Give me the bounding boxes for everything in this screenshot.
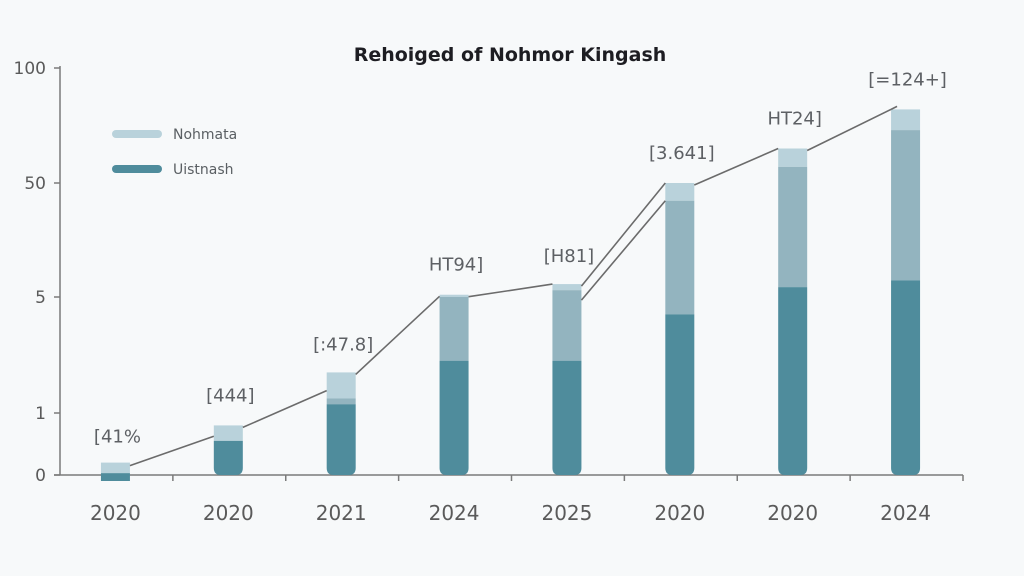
- data-label: [41%: [94, 427, 141, 448]
- bar-segment-uistnash: [439, 360, 469, 475]
- trend-line-segment: [129, 435, 215, 467]
- y-tick-label: 50: [24, 174, 46, 194]
- legend-label-nohmata: Nohmata: [173, 127, 237, 143]
- y-tick-label: 100: [14, 59, 46, 79]
- bar-segment-uistnash: [665, 314, 695, 475]
- bar-group: [213, 425, 243, 475]
- bar-segment-uistnash: [100, 473, 130, 481]
- data-label: HT94]: [429, 255, 483, 276]
- legend-swatch-uistnash: [112, 165, 162, 173]
- chart-title: Rehoiged of Nohmor Kingash: [354, 44, 667, 66]
- bar-segment-nohmata: [552, 284, 582, 291]
- bar-segment-mid: [665, 200, 695, 315]
- bar-group: [326, 372, 356, 475]
- bar-segment-nohmata: [326, 372, 356, 399]
- data-label: [:47.8]: [313, 334, 373, 355]
- y-tick-label: 1: [35, 404, 46, 424]
- bar-segment-nohmata: [100, 462, 130, 474]
- x-tick-label: 2020: [654, 501, 705, 525]
- bar-segment-uistnash: [213, 440, 243, 475]
- bar-segment-uistnash: [891, 280, 921, 475]
- x-tick-labels: 2020 2020 2021 2024 2025 2020 2020 2024: [90, 501, 931, 525]
- bar-group: [439, 294, 469, 475]
- bar-segment-mid: [439, 297, 469, 361]
- trend-lines: [129, 105, 898, 467]
- bar-segment-mid: [778, 166, 808, 288]
- bar-segment-mid: [891, 130, 921, 281]
- bar-segment-nohmata: [665, 183, 695, 201]
- x-tick-label: 2020: [767, 501, 818, 525]
- bar-segment-uistnash: [778, 287, 808, 475]
- data-label: [=124+]: [868, 69, 947, 90]
- bars: [100, 109, 921, 481]
- data-label: [3.641]: [649, 143, 715, 164]
- trend-line-segment: [890, 105, 898, 111]
- data-label: [H81]: [544, 246, 594, 267]
- trend-line-segment: [806, 108, 892, 152]
- data-label: HT24]: [767, 109, 821, 130]
- data-label: [444]: [206, 385, 254, 406]
- bar-segment-nohmata: [439, 294, 469, 297]
- x-tick-label: 2024: [429, 501, 480, 525]
- bar-segment-mid: [552, 290, 582, 361]
- bar-group: [665, 183, 695, 475]
- bar-group: [552, 284, 582, 475]
- trend-line-segment: [693, 147, 779, 186]
- x-tick-label: 2024: [880, 501, 931, 525]
- trend-line-segment: [468, 283, 553, 298]
- bar-segment-nohmata: [778, 148, 808, 167]
- x-tick-label: 2025: [541, 501, 592, 525]
- bar-segment-mid: [326, 398, 356, 405]
- x-tick-label: 2021: [316, 501, 367, 525]
- x-tick-label: 2020: [203, 501, 254, 525]
- bar-segment-uistnash: [552, 360, 582, 475]
- bar-segment-uistnash: [326, 404, 356, 475]
- trend-line-segment: [355, 295, 441, 375]
- bar-segment-nohmata: [891, 109, 921, 131]
- bar-segment-nohmata: [213, 425, 243, 441]
- y-tick-label: 0: [35, 466, 46, 486]
- trend-line-segment: [580, 182, 666, 287]
- legend-swatch-nohmata: [112, 130, 162, 138]
- trend-line-segment: [242, 389, 328, 429]
- trend-line-lower: [580, 200, 666, 301]
- data-labels: [41% [444] [:47.8] HT94] [H81] [3.641] HT24] [=…: [94, 69, 947, 447]
- axes: [54, 66, 964, 481]
- y-tick-label: 5: [35, 288, 46, 308]
- legend: Nohmata Uistnash: [112, 127, 237, 178]
- x-tick-label: 2020: [90, 501, 141, 525]
- y-tick-labels: 0 1 5 50 100: [14, 59, 46, 486]
- bar-group: [891, 109, 921, 475]
- bar-group: [100, 462, 130, 481]
- legend-label-uistnash: Uistnash: [173, 162, 234, 178]
- bar-group: [778, 148, 808, 475]
